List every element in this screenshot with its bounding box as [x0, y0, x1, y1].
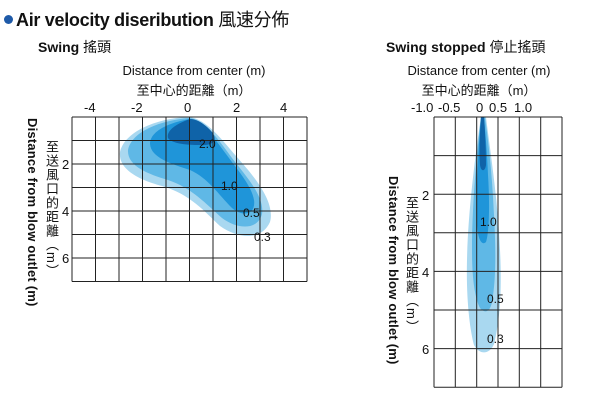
swing-y-tick: 6 — [62, 251, 70, 266]
title-cjk: 風速分佈 — [218, 10, 290, 30]
stopped-grid — [433, 116, 563, 388]
stopped-y-tick: 4 — [422, 265, 430, 280]
swing-x-axis-title-cjk: 至中心的距離（m） — [136, 83, 252, 98]
swing-contour-2.0 — [167, 119, 215, 146]
stopped-subtitle-cjk: 停止搖頭 — [489, 39, 546, 55]
swing-contour-label: 1.0 — [221, 179, 238, 193]
stopped-subtitle: Swing stopped 停止搖頭 — [386, 37, 545, 57]
stopped-x-tick: 0.5 — [489, 100, 508, 115]
stopped-y-tick: 2 — [422, 188, 430, 203]
swing-subtitle-en: Swing — [38, 39, 80, 55]
title-en: Air velocity diseribution — [16, 10, 214, 30]
swing-y-tick: 2 — [62, 157, 70, 172]
swing-subtitle: Swing 搖頭 — [38, 37, 111, 57]
swing-x-axis-title-en: Distance from center (m) — [122, 63, 266, 78]
swing-x-tick: -2 — [131, 100, 143, 115]
stopped-x-tick: 0 — [476, 100, 484, 115]
swing-y-tick: 4 — [62, 204, 70, 219]
stopped-y-axis-title-en: Distance from blow outlet (m) — [386, 176, 401, 365]
page-title: Air velocity diseribution 風速分佈 — [4, 6, 289, 32]
stopped-x-axis-title-en: Distance from center (m) — [407, 63, 551, 78]
stopped-contour-core — [479, 117, 486, 171]
swing-contour-label: 0.5 — [243, 206, 260, 220]
stopped-x-tick: -1.0 — [411, 100, 434, 115]
stopped-y-axis-title-cjk: 至送風口的距離（m） — [404, 196, 419, 334]
swing-x-tick: 0 — [184, 100, 192, 115]
stopped-y-tick: 6 — [422, 342, 430, 357]
swing-subtitle-cjk: 搖頭 — [83, 39, 112, 55]
swing-grid — [71, 116, 308, 282]
stopped-contour-label: 0.3 — [487, 332, 504, 346]
swing-contour-label: 0.3 — [254, 230, 271, 244]
bullet-dot-icon — [4, 15, 13, 24]
stopped-subtitle-en: Swing stopped — [386, 39, 486, 55]
swing-x-tick: 2 — [233, 100, 241, 115]
stopped-x-axis-title-cjk: 至中心的距離（m） — [421, 83, 537, 98]
stopped-contour-label: 1.0 — [480, 215, 497, 229]
stopped-x-tick: -0.5 — [438, 100, 461, 115]
swing-y-axis-title-en: Distance from blow outlet (m) — [25, 118, 40, 307]
stopped-x-tick: 1.0 — [514, 100, 533, 115]
swing-x-tick: 4 — [280, 100, 288, 115]
swing-x-tick: -4 — [84, 100, 96, 115]
swing-contour-label: 2.0 — [199, 137, 216, 151]
swing-y-axis-title-cjk: 至送風口的距離（m） — [44, 140, 59, 278]
stopped-contour-label: 0.5 — [487, 292, 504, 306]
